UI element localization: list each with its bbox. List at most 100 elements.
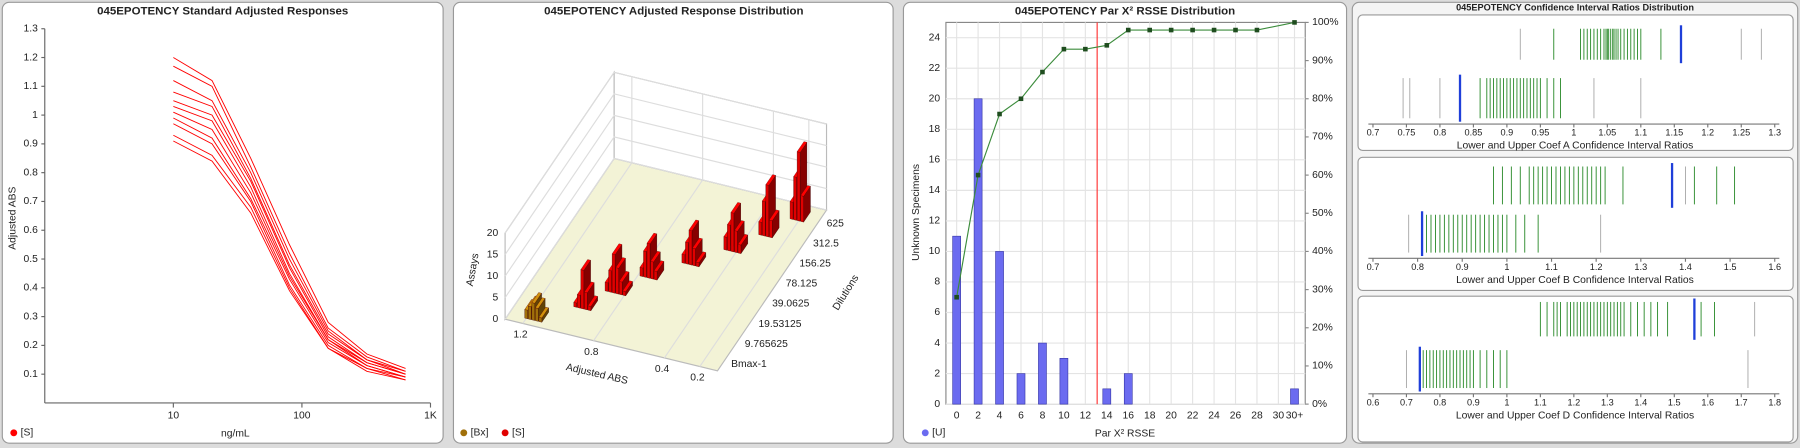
bar-front [584,291,588,311]
line-marker [1168,27,1174,33]
y-tick-label: 39.0625 [772,299,810,310]
subpanel-frame [1357,14,1794,151]
bar-front [611,253,616,294]
bar-3d [587,295,598,312]
bar-front [796,151,801,222]
y2-tick-label: 90% [1312,55,1333,66]
bar [1290,388,1299,405]
bar-front [723,236,727,251]
bar-front [727,224,731,252]
x-tick-label: 0.8 [1434,128,1447,138]
bar-top [653,260,665,272]
x-tick-label: 6 [1018,410,1024,421]
x-tick-label: 1.2 [1590,262,1603,272]
x-tick-label: 4 [997,410,1003,421]
x-tick-label: 1.5 [1668,397,1681,407]
bar-front [646,242,651,279]
response-curve [173,91,406,375]
bar-top [734,220,745,232]
bar-front [730,212,735,253]
bar-front [535,307,539,322]
legend-label: [U] [932,428,945,439]
line-marker [1292,20,1297,25]
y-tick-label: 1 [32,110,38,121]
y-tick-label: 10 [929,246,941,257]
y-tick-label: 16 [929,155,941,166]
bar [973,98,983,405]
bar-top [580,259,591,271]
y-tick-label: 19.53125 [758,319,801,330]
bar-top [622,280,633,292]
x-tick-label: 30 [1273,410,1285,421]
line-marker [1211,27,1217,33]
bar-front [737,244,742,254]
x-tick-label: 22 [1187,410,1199,421]
legend-label: [S] [512,428,525,439]
y-tick-label: 0.3 [24,311,39,322]
bar-front [524,309,528,320]
x-tick-label: 24 [1208,410,1220,421]
x-tick-label: 1.6 [1768,262,1781,272]
y2-tick-label: 20% [1312,323,1333,334]
line-marker [1018,96,1024,102]
x-tick-label: 0.9 [1501,128,1514,138]
y-tick-label: 625 [827,218,844,229]
bar-3d [653,260,665,281]
z-tick-label: 15 [487,249,499,260]
y-tick-label: 0.1 [24,369,39,380]
bar [1016,373,1026,405]
bar-front [789,201,794,220]
z-tick-label: 0 [492,314,498,325]
x-tick-label: 10 [168,410,180,421]
bar-front [793,176,797,221]
line-marker [954,294,959,300]
subpanel-frame [1357,156,1794,292]
x-tick-label: 1.1 [1534,397,1547,407]
x-tick-label: 0.4 [655,364,670,375]
x-tick-label: 1.8 [1768,397,1781,407]
x-axis-label: Lower and Upper Coef B Confidence Interv… [1456,275,1694,286]
bar [952,235,961,405]
y-tick-label: 14 [929,185,941,196]
x-axis-label: Lower and Upper Coef A Confidence Interv… [1457,141,1694,152]
line-marker [1104,43,1110,48]
bar-front [681,253,686,264]
x-tick-label: 1.3 [1768,128,1781,138]
y-tick-label: 0.7 [24,196,39,207]
chart-title: 045EPOTENCY Adjusted Response Distributi… [544,6,803,18]
y-tick-label: Bmax-1 [731,359,767,370]
y-tick-label: 78.125 [786,279,818,290]
x-tick-label: 0.6 [1367,397,1380,407]
bar-front [608,269,612,293]
chart-title: 045EPOTENCY Par X² RSSE Distribution [1015,6,1235,18]
line-marker [1061,46,1067,52]
x-tick-label: 12 [1080,410,1092,421]
cumulative-line [956,21,1295,298]
chart-title: 045EPOTENCY Confidence Interval Ratios D… [1456,2,1694,12]
y2-tick-label: 70% [1312,132,1333,143]
y-tick-label: 9.765625 [745,339,788,350]
legend-marker [10,429,18,437]
grid-line [504,157,827,320]
x-tick-label: 1.2 [513,330,528,341]
grid-line [504,71,827,234]
y-tick-label: 312.5 [813,238,839,249]
x-tick-label: 0.7 [1400,397,1413,407]
bar-front [800,195,804,223]
y-tick-label: 20 [929,93,941,104]
x-tick-label: 0.9 [1456,262,1469,272]
x-tick-label: 1.7 [1735,397,1748,407]
line-marker [1147,27,1153,33]
y2-tick-label: 0% [1312,399,1327,410]
y-tick-label: 156.25 [799,259,831,270]
bar-front [758,221,762,236]
x-tick-label: 1 [1504,397,1509,407]
y-tick-label: 12 [929,216,941,227]
y2-tick-label: 30% [1312,284,1333,295]
bar-top [688,219,700,231]
y-tick-label: 2 [934,368,940,379]
bar-3d [622,280,633,297]
bar-front [580,269,584,310]
line-marker [1254,27,1260,33]
y2-tick-label: 80% [1312,93,1333,104]
